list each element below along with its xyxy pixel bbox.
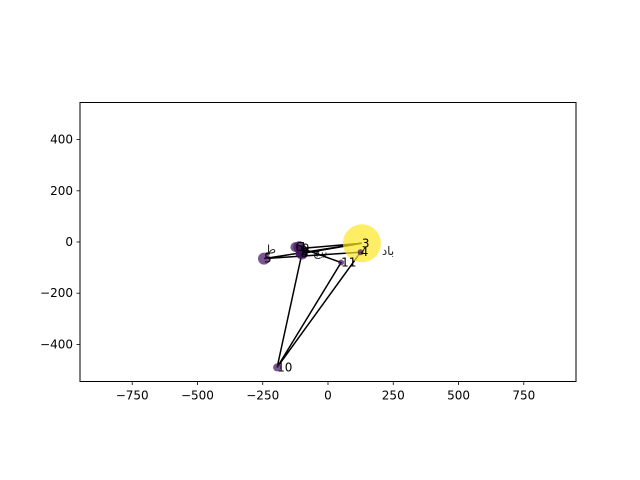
x-tick-label: 500	[447, 389, 470, 403]
point-label: 5	[264, 252, 272, 266]
y-tick-label: 200	[50, 184, 73, 198]
y-tick-label: 0	[65, 235, 73, 249]
y-tick-label: −200	[40, 286, 73, 300]
data-point	[357, 249, 364, 256]
point-label: 10	[277, 360, 292, 374]
x-tick-label: −750	[116, 389, 149, 403]
annotation-label: باد	[382, 244, 394, 258]
data-point	[273, 363, 282, 372]
point-label: 3	[362, 236, 370, 250]
x-tick-label: 750	[512, 389, 535, 403]
data-points	[258, 224, 381, 372]
y-axis: −400 −200 0 200 400	[40, 133, 80, 351]
x-tick-label: 250	[382, 389, 405, 403]
point-label: 11	[341, 256, 356, 270]
point-label: 7	[302, 247, 310, 261]
data-point	[297, 244, 306, 253]
point-label: 4	[361, 245, 369, 259]
point-label: 2	[301, 244, 309, 258]
point-label: 8	[301, 247, 309, 261]
data-point	[338, 259, 345, 266]
data-point	[258, 252, 270, 265]
y-tick-label: −400	[40, 337, 73, 351]
x-axis: −750 −500 −250 0 250 500 750	[116, 381, 535, 403]
point-label: 6	[295, 240, 303, 254]
point-label: 9	[302, 241, 310, 255]
x-tick-label: −500	[181, 389, 214, 403]
plot-area	[80, 102, 576, 382]
point-label: 1	[299, 240, 307, 254]
x-tick-label: −250	[246, 389, 279, 403]
data-point	[342, 224, 381, 263]
x-tick-label: 0	[324, 389, 332, 403]
annotation-label: ط	[265, 243, 276, 257]
y-tick-label: 400	[50, 133, 73, 147]
annotation-label: بیچ	[313, 245, 328, 259]
